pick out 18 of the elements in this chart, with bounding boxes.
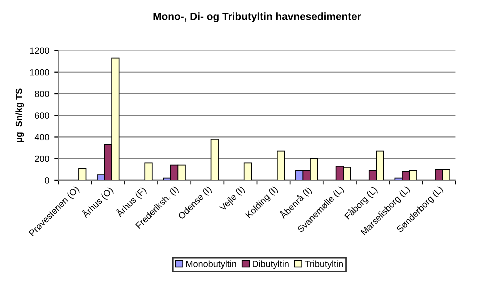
y-tick-label: 1200 xyxy=(30,48,50,54)
bar xyxy=(144,162,153,180)
x-tick-label: Vejle (I) xyxy=(219,186,246,213)
bar xyxy=(78,168,87,180)
y-tick-label: 1000 xyxy=(30,69,50,76)
legend-label: Monobutyltin xyxy=(186,260,236,270)
bar xyxy=(210,138,219,180)
y-tick-label: 800 xyxy=(35,90,50,98)
legend-label: Tributyltin xyxy=(304,260,343,270)
y-tick-label: 600 xyxy=(35,112,50,119)
bar xyxy=(244,162,252,180)
y-tick-label: 200 xyxy=(35,156,50,162)
y-tick-label: 400 xyxy=(34,134,50,141)
y-tick-label: 0 xyxy=(45,177,50,184)
legend-label: Dibutyltin xyxy=(253,260,289,270)
chart-title: Mono-, Di- og Tributyltin havnesedimenter xyxy=(154,12,362,22)
bar xyxy=(277,150,286,180)
y-axis-title: µg Sn/kg TS xyxy=(16,88,24,142)
